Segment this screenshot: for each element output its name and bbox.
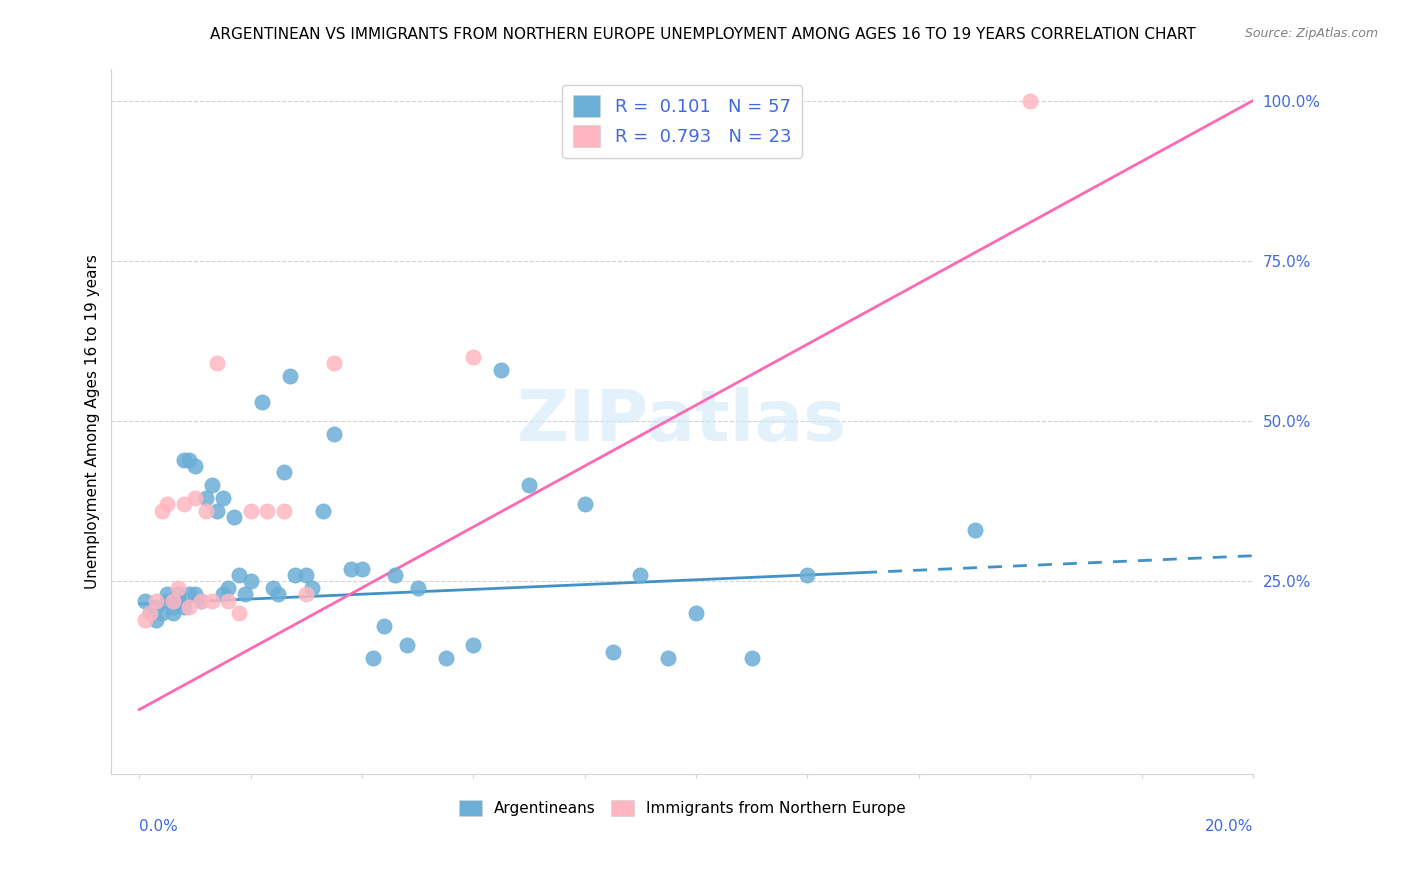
Point — [217, 593, 239, 607]
Point — [145, 600, 167, 615]
Point — [134, 613, 156, 627]
Point — [156, 587, 179, 601]
Point — [217, 581, 239, 595]
Point — [162, 600, 184, 615]
Point — [201, 478, 224, 492]
Point — [602, 645, 624, 659]
Point — [134, 593, 156, 607]
Point — [156, 498, 179, 512]
Point — [184, 458, 207, 473]
Point — [657, 651, 679, 665]
Point — [205, 504, 228, 518]
Point — [361, 651, 384, 665]
Point — [184, 587, 207, 601]
Point — [228, 568, 250, 582]
Point — [195, 504, 218, 518]
Point — [384, 568, 406, 582]
Point — [184, 491, 207, 505]
Point — [574, 498, 596, 512]
Text: 0.0%: 0.0% — [139, 819, 179, 833]
Point — [295, 568, 318, 582]
Text: ZIPatlas: ZIPatlas — [517, 386, 848, 456]
Text: ARGENTINEAN VS IMMIGRANTS FROM NORTHERN EUROPE UNEMPLOYMENT AMONG AGES 16 TO 19 : ARGENTINEAN VS IMMIGRANTS FROM NORTHERN … — [209, 27, 1197, 42]
Point — [190, 593, 212, 607]
Point — [373, 619, 395, 633]
Point — [167, 581, 190, 595]
Point — [284, 568, 307, 582]
Point — [250, 395, 273, 409]
Point — [150, 504, 173, 518]
Point — [222, 510, 245, 524]
Point — [463, 350, 485, 364]
Text: 20.0%: 20.0% — [1205, 819, 1253, 833]
Point — [233, 587, 256, 601]
Point — [1019, 94, 1042, 108]
Text: Source: ZipAtlas.com: Source: ZipAtlas.com — [1244, 27, 1378, 40]
Point — [239, 574, 262, 589]
Point — [323, 426, 346, 441]
Point — [301, 581, 323, 595]
Point — [395, 639, 418, 653]
Point — [156, 593, 179, 607]
Point — [173, 600, 195, 615]
Point — [139, 607, 162, 621]
Point — [179, 452, 201, 467]
Point — [139, 607, 162, 621]
Point — [179, 600, 201, 615]
Point — [434, 651, 457, 665]
Point — [273, 504, 295, 518]
Point — [256, 504, 278, 518]
Point — [145, 593, 167, 607]
Point — [211, 587, 233, 601]
Point — [463, 639, 485, 653]
Point — [406, 581, 429, 595]
Point — [340, 561, 363, 575]
Point — [162, 607, 184, 621]
Point — [685, 607, 707, 621]
Point — [239, 504, 262, 518]
Point — [190, 593, 212, 607]
Point — [150, 607, 173, 621]
Legend: Argentineans, Immigrants from Northern Europe: Argentineans, Immigrants from Northern E… — [453, 794, 912, 822]
Point — [628, 568, 651, 582]
Point — [211, 491, 233, 505]
Y-axis label: Unemployment Among Ages 16 to 19 years: Unemployment Among Ages 16 to 19 years — [86, 253, 100, 589]
Point — [295, 587, 318, 601]
Point — [963, 523, 986, 537]
Point — [489, 363, 512, 377]
Point — [312, 504, 335, 518]
Point — [278, 369, 301, 384]
Point — [741, 651, 763, 665]
Point — [179, 587, 201, 601]
Point — [262, 581, 284, 595]
Point — [517, 478, 540, 492]
Point — [350, 561, 373, 575]
Point — [167, 593, 190, 607]
Point — [796, 568, 818, 582]
Point — [267, 587, 290, 601]
Point — [173, 452, 195, 467]
Point — [273, 466, 295, 480]
Point — [195, 491, 218, 505]
Point — [167, 587, 190, 601]
Point — [323, 356, 346, 370]
Point — [173, 498, 195, 512]
Point — [162, 593, 184, 607]
Point — [205, 356, 228, 370]
Point — [228, 607, 250, 621]
Point — [145, 613, 167, 627]
Point — [201, 593, 224, 607]
